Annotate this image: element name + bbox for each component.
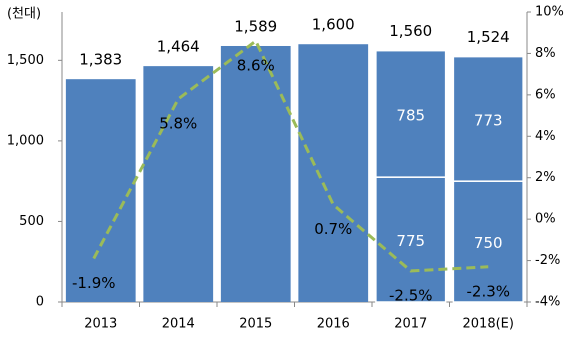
segment-label: 775: [396, 232, 425, 250]
segment-label: 750: [474, 234, 503, 252]
total-label: 1,589: [234, 17, 277, 35]
bar-segment: [375, 49, 447, 178]
y2-tick-label: 0%: [535, 212, 556, 227]
y2-tick-label: 10%: [535, 5, 564, 20]
x-tick-label: 2016: [317, 317, 350, 332]
x-tick-label: 2017: [394, 317, 427, 332]
y2-tick-label: 6%: [535, 87, 556, 102]
total-label: 1,560: [389, 22, 432, 40]
y-tick-label: 0: [36, 295, 44, 310]
x-tick-label: 2014: [162, 317, 195, 332]
bar: [65, 79, 136, 302]
bar-segment: [452, 180, 524, 303]
y-tick-label: 1,500: [7, 53, 44, 68]
total-label: 1,600: [312, 16, 355, 34]
x-tick-label: 2015: [239, 317, 272, 332]
line-value-label: -2.3%: [466, 282, 510, 300]
bar: [298, 44, 369, 302]
segment-label: 785: [396, 106, 425, 124]
line-value-label: 0.7%: [314, 220, 352, 238]
y-unit-label: (천대): [7, 7, 41, 22]
x-tick-label: 2013: [84, 317, 117, 332]
bar: [143, 66, 214, 302]
bar-segment: [452, 55, 524, 182]
y-tick-label: 1,000: [7, 133, 44, 148]
total-label: 1,524: [467, 28, 510, 46]
line-value-label: -1.9%: [72, 274, 116, 292]
y2-tick-label: -4%: [535, 295, 560, 310]
y-tick-label: 500: [19, 214, 44, 229]
segment-label: 773: [474, 111, 503, 129]
bar-segment: [375, 176, 447, 303]
line-value-label: 5.8%: [159, 115, 197, 133]
line-value-label: -2.5%: [389, 286, 433, 304]
growth-line: [92, 38, 489, 273]
total-label: 1,383: [79, 51, 122, 69]
total-label: 1,464: [157, 38, 200, 56]
bar: [220, 45, 291, 302]
x-tick-label: 2018(E): [463, 317, 514, 332]
y2-tick-label: 4%: [535, 129, 556, 144]
y2-tick-label: 2%: [535, 170, 556, 185]
y2-tick-label: 8%: [535, 46, 556, 61]
y2-tick-label: -2%: [535, 253, 560, 268]
line-value-label: 8.6%: [237, 57, 275, 75]
